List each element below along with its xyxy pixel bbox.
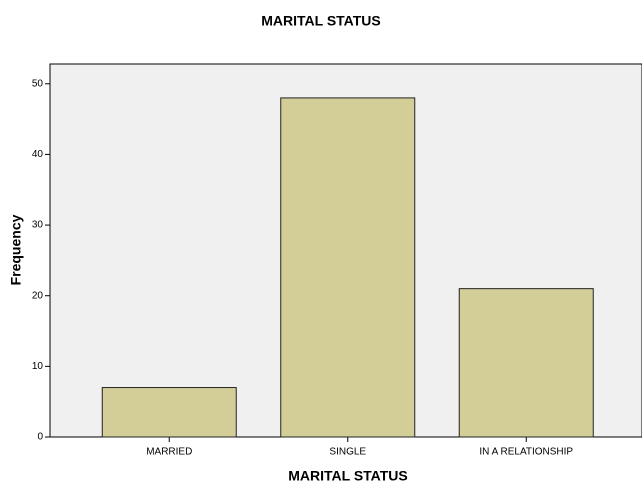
- y-tick-label: 20: [32, 290, 44, 301]
- y-tick-label: 0: [37, 432, 43, 443]
- x-tick-label: IN A RELATIONSHIP: [479, 447, 573, 458]
- y-axis-label: Frequency: [8, 214, 24, 285]
- x-tick-label: SINGLE: [329, 447, 366, 458]
- x-tick-label: MARRIED: [146, 447, 192, 458]
- x-axis-label: MARITAL STATUS: [288, 468, 408, 484]
- bar: [458, 288, 594, 438]
- y-tick-label: 50: [32, 78, 44, 89]
- bar: [101, 387, 237, 438]
- chart-title: MARITAL STATUS: [261, 13, 381, 29]
- y-tick-label: 10: [32, 361, 44, 372]
- bar: [280, 97, 416, 438]
- y-tick-label: 30: [32, 220, 44, 231]
- y-tick-label: 40: [32, 149, 44, 160]
